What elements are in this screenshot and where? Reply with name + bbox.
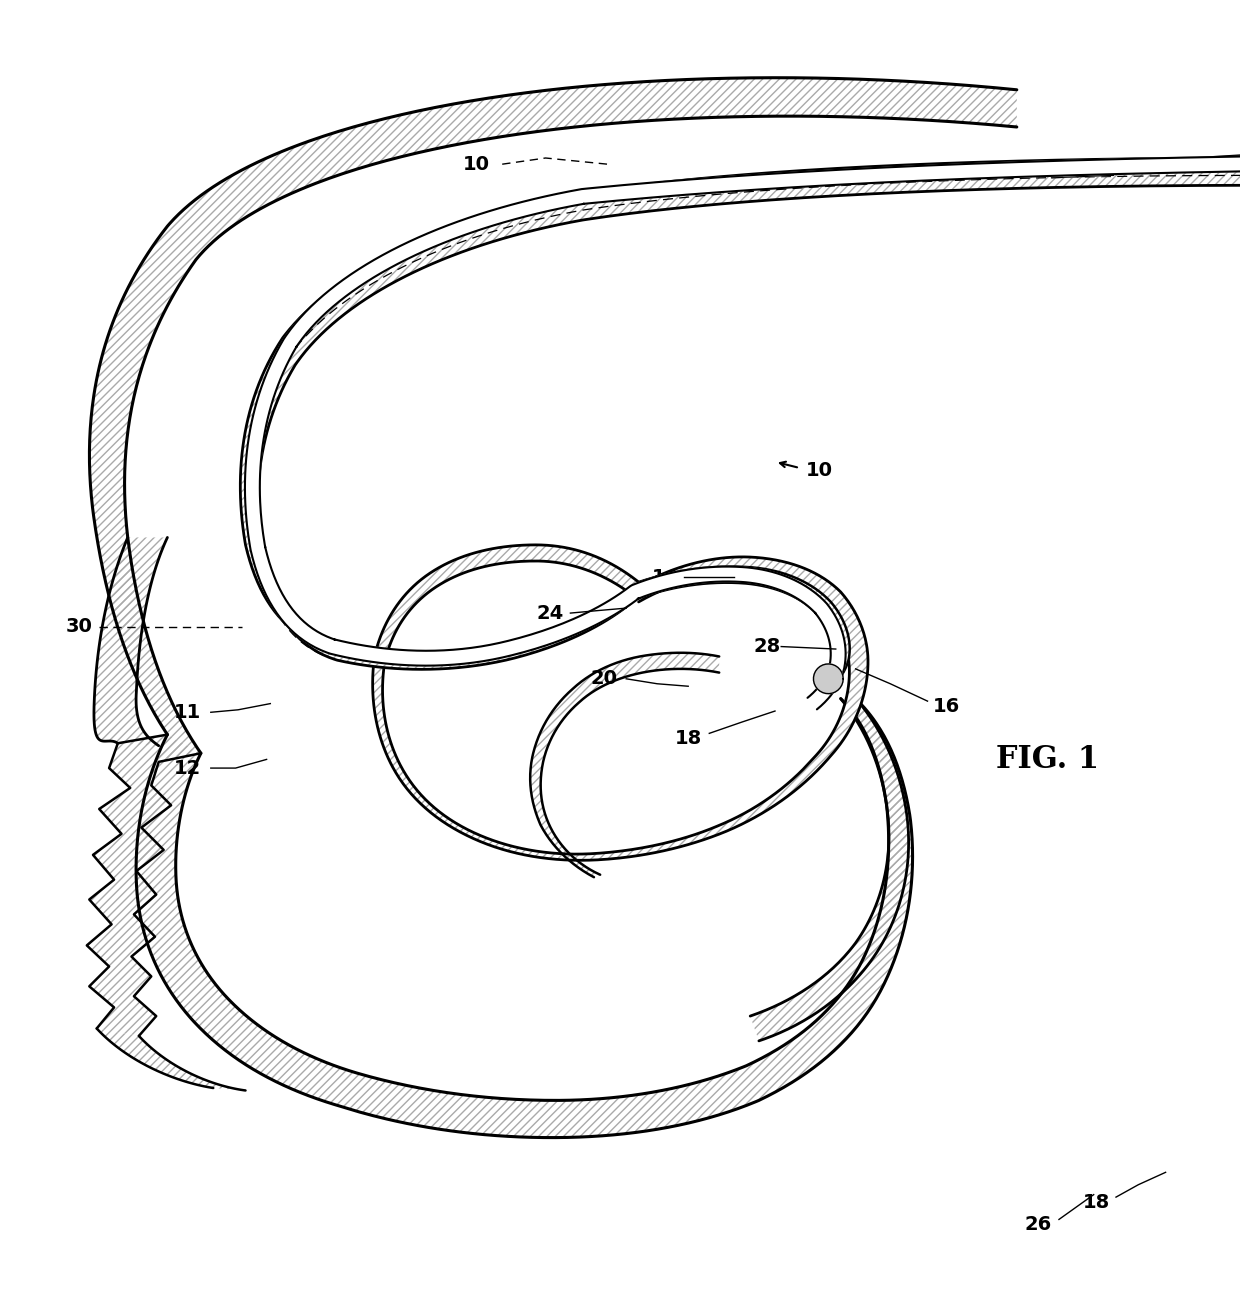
Polygon shape [97,1028,246,1091]
Polygon shape [87,735,201,1036]
Polygon shape [136,698,913,1138]
Polygon shape [241,158,1240,670]
Text: 16: 16 [932,697,960,715]
Polygon shape [1064,162,1076,178]
Polygon shape [373,545,868,861]
Polygon shape [1076,161,1089,177]
Polygon shape [89,77,1017,753]
Text: 20: 20 [590,670,618,688]
Text: FIG. 1: FIG. 1 [996,744,1100,774]
Polygon shape [813,664,843,693]
Polygon shape [531,653,719,878]
Text: 14: 14 [652,568,680,586]
Polygon shape [1089,161,1101,177]
Polygon shape [94,538,167,746]
Text: 26: 26 [1024,1215,1052,1233]
Polygon shape [246,156,1240,709]
Polygon shape [750,698,909,1041]
Text: 10: 10 [806,460,833,480]
Polygon shape [1052,162,1064,178]
Text: 10: 10 [463,154,490,174]
Polygon shape [639,566,849,689]
Text: 24: 24 [537,603,564,623]
Text: 30: 30 [66,617,93,636]
Text: 18: 18 [675,729,702,748]
Text: 28: 28 [754,637,781,657]
Text: 18: 18 [1083,1193,1110,1211]
Text: 11: 11 [174,702,201,722]
Polygon shape [1101,161,1114,175]
Text: 12: 12 [174,759,201,777]
